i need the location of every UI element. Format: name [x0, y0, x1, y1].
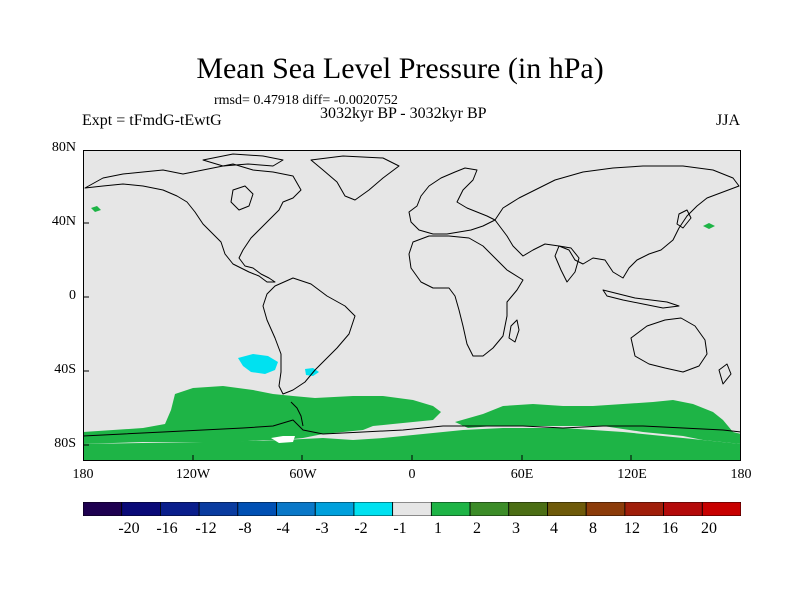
coast-asia	[494, 165, 740, 279]
negative-anomaly-region-pacific	[238, 354, 278, 374]
colorbar-label: 4	[550, 520, 558, 537]
colorbar-swatch	[276, 502, 316, 516]
colorbar-label: -1	[393, 520, 407, 537]
colorbar-swatch	[469, 502, 510, 516]
positive-anomaly-region-east	[455, 400, 741, 444]
coast-madagascar	[508, 319, 520, 343]
colorbar-swatch	[314, 502, 355, 516]
colorbar-label: -20	[118, 520, 140, 537]
colorbar-label: 3	[512, 520, 520, 537]
period-text: 3032kyr BP - 3032kyr BP	[320, 105, 487, 122]
colorbar-swatch	[585, 502, 626, 516]
coastlines	[83, 153, 741, 437]
colorbar-swatch	[121, 502, 161, 516]
no-change-patch-south	[271, 436, 295, 443]
colorbar-label: -12	[195, 520, 217, 537]
colorbar-label: 1	[434, 520, 442, 537]
lon-label-0: 0	[408, 467, 416, 482]
coast-antarctica	[83, 419, 741, 437]
axis-ticks	[83, 150, 741, 461]
positive-anomaly-band-south	[83, 428, 741, 461]
lat-label-80s: 80S	[54, 436, 76, 451]
coast-europe	[408, 167, 496, 235]
stats-text: rmsd= 0.47918 diff= -0.0020752	[214, 93, 398, 108]
lon-label-180e: 180	[730, 467, 752, 482]
map-title: Mean Sea Level Pressure (in hPa)	[196, 52, 604, 85]
lon-label-120w: 120W	[175, 467, 211, 482]
colorbar-label: -16	[156, 520, 178, 537]
colorbar-swatch	[198, 502, 239, 516]
colorbar-swatch	[663, 502, 703, 516]
coast-japan	[676, 209, 692, 229]
coast-canadian-arctic	[202, 153, 284, 167]
lon-label-120e: 120E	[617, 467, 647, 482]
coast-india	[554, 245, 580, 283]
colorbar-label: -8	[238, 520, 252, 537]
colorbar-swatch	[624, 502, 664, 516]
colorbar-label: 8	[589, 520, 597, 537]
colorbar-label: 16	[662, 520, 678, 537]
lon-label-60e: 60E	[510, 467, 534, 482]
colorbar-swatch	[237, 502, 277, 516]
colorbar-label: 12	[624, 520, 640, 537]
positive-anomaly-region-west	[83, 386, 441, 444]
coast-indonesia	[602, 289, 680, 309]
colorbar-swatch	[353, 502, 394, 516]
colorbar-swatch	[83, 502, 123, 516]
lat-label-40s: 40S	[54, 362, 76, 377]
coast-south-america	[262, 277, 356, 395]
lat-label-40n: 40N	[51, 214, 76, 229]
colorbar	[83, 502, 741, 516]
coast-new-zealand	[718, 363, 732, 385]
colorbar-swatch	[547, 502, 587, 516]
coast-australia	[630, 317, 708, 373]
colorbar-label: -3	[315, 520, 329, 537]
colorbar-swatch	[508, 502, 548, 516]
colorbar-swatch	[392, 502, 432, 516]
colorbar-label: 20	[701, 520, 717, 537]
lat-label-0: 0	[69, 288, 76, 303]
colorbar-label: -2	[354, 520, 368, 537]
coast-antarctic-peninsula	[290, 401, 304, 427]
lon-label-180w: 180	[72, 467, 94, 482]
lon-label-60w: 60W	[289, 467, 317, 482]
positive-anomaly-spot-east	[703, 223, 715, 229]
world-map	[83, 150, 741, 461]
season-label: JJA	[716, 112, 741, 129]
lat-label-80n: 80N	[51, 140, 76, 155]
colorbar-swatch	[701, 502, 741, 516]
coast-hudson-bay	[230, 185, 254, 211]
experiment-label: Expt = tFmdG-tEwtG	[82, 112, 222, 129]
coast-greenland	[310, 155, 400, 201]
colorbar-label: 2	[473, 520, 481, 537]
colorbar-swatch	[430, 502, 471, 516]
positive-anomaly-spot-west	[91, 206, 101, 212]
colorbar-swatch	[160, 502, 200, 516]
colorbar-label: -4	[276, 520, 290, 537]
coast-africa	[408, 235, 524, 357]
